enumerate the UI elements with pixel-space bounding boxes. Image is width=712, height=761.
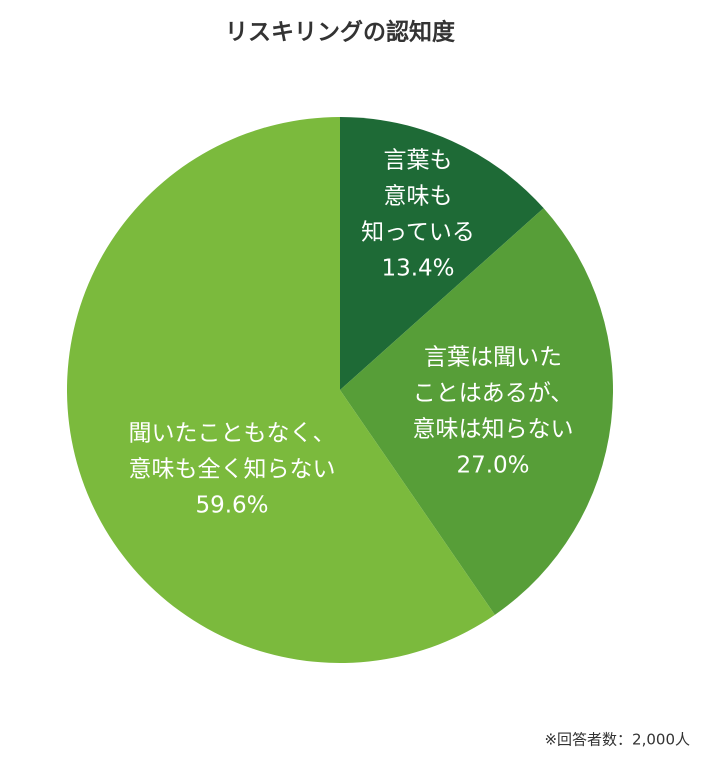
pie-slice: [340, 208, 613, 615]
slice-label: 意味も: [384, 184, 453, 210]
slice-label: 言葉は聞いた: [424, 345, 562, 371]
chart-title: リスキリングの認知度: [225, 19, 456, 46]
slice-label: 意味も全く知らない: [129, 457, 336, 483]
slice-label: ことはあるが、: [413, 381, 574, 407]
note: ※回答者数：2,000人: [544, 731, 690, 749]
value-label: 13.4%: [381, 256, 454, 282]
slice-label: 言葉も: [384, 148, 453, 174]
slice-label: 意味は知らない: [413, 417, 574, 443]
slice-label: 知っている: [361, 220, 475, 246]
value-label: 59.6%: [195, 493, 268, 519]
pie-slice: [340, 117, 544, 390]
pie-slice: [66, 117, 495, 663]
value-label: 27.0%: [456, 453, 529, 479]
slice-label: 聞いたこともなく、: [129, 421, 336, 447]
